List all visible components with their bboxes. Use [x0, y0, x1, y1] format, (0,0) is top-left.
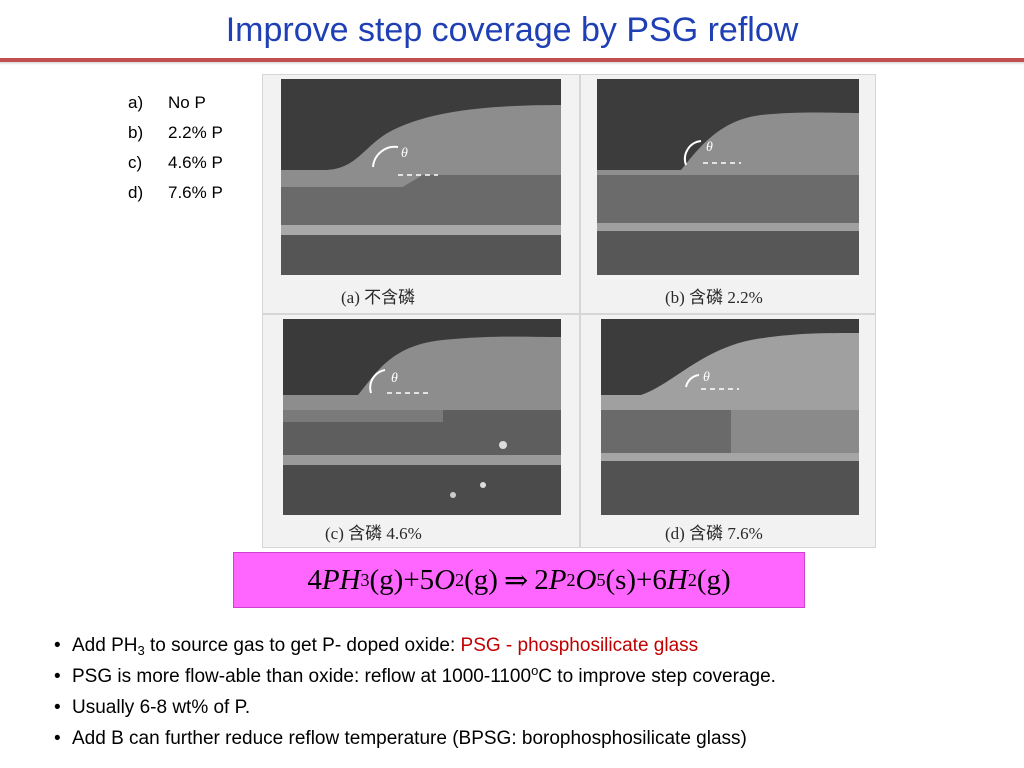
- theta-label: θ: [706, 140, 713, 155]
- equation-term: O: [434, 563, 456, 596]
- highlight-text: PSG - phosphosilicate glass: [460, 635, 699, 656]
- sem-image-c: θ (c) 含磷 4.6%: [262, 314, 580, 548]
- bullet-text: PSG is more flow-able than oxide: reflow…: [72, 666, 532, 687]
- theta-label: θ: [703, 370, 710, 385]
- equation-plus: +: [636, 563, 653, 596]
- sem-image-d: θ (d) 含磷 7.6%: [580, 314, 876, 548]
- equation-term: H: [666, 563, 688, 596]
- bullet-text: Add B can further reduce reflow temperat…: [72, 728, 747, 749]
- equation-phase: (s): [605, 563, 637, 596]
- legend-marker: a): [128, 93, 144, 112]
- bullet-item: Add B can further reduce reflow temperat…: [54, 723, 1014, 754]
- legend-item: c) 4.6% P: [128, 148, 223, 178]
- equation-coefficient: 4: [307, 563, 322, 596]
- legend-item: b) 2.2% P: [128, 118, 223, 148]
- sem-image-a: θ (a) 不含磷: [262, 74, 580, 314]
- equation-coefficient: 2: [534, 563, 549, 596]
- sem-micrograph-d: θ: [601, 319, 859, 515]
- equation-coefficient: 5: [419, 563, 435, 596]
- bullet-text: C to improve step coverage.: [538, 666, 776, 687]
- bullet-text: Add PH: [72, 635, 138, 656]
- bullet-item: Add PH3 to source gas to get P- doped ox…: [54, 630, 1014, 661]
- theta-label: θ: [401, 146, 408, 161]
- theta-label: θ: [391, 371, 398, 386]
- equation-arrow: ⇒: [503, 564, 529, 597]
- bullet-item: PSG is more flow-able than oxide: reflow…: [54, 661, 1014, 692]
- bullet-text: Usually 6-8 wt% of P.: [72, 697, 251, 718]
- legend-text: 2.2% P: [168, 123, 223, 142]
- bullet-superscript: o: [531, 663, 539, 678]
- equation-phase: (g): [369, 563, 404, 596]
- panel-caption: (d) 含磷 7.6%: [665, 524, 763, 543]
- legend-item: d) 7.6% P: [128, 178, 223, 208]
- equation-phase: (g): [696, 563, 731, 596]
- legend-text: 4.6% P: [168, 153, 223, 172]
- title-divider-shadow: [0, 62, 1024, 65]
- equation-plus: +: [403, 563, 420, 596]
- sem-micrograph-a: θ: [281, 79, 561, 275]
- legend-marker: b): [128, 123, 144, 142]
- bullet-text: to source gas to get P- doped oxide:: [144, 635, 461, 656]
- sem-image-b: θ (b) 含磷 2.2%: [580, 74, 876, 314]
- panel-legend: a) No P b) 2.2% P c) 4.6% P d) 7.6% P: [128, 88, 223, 208]
- legend-text: 7.6% P: [168, 183, 223, 202]
- panel-caption: (b) 含磷 2.2%: [665, 288, 763, 307]
- panel-caption: (a) 不含磷: [341, 288, 416, 307]
- legend-text: No P: [168, 93, 206, 112]
- bullet-item: Usually 6-8 wt% of P.: [54, 692, 1014, 723]
- slide-title: Improve step coverage by PSG reflow: [225, 11, 799, 49]
- equation-term: O: [575, 563, 597, 596]
- reaction-equation: 4 PH 3 (g) + 5 O 2 (g) ⇒ 2 P 2 O 5 (s) + 6 H 2 (g): [233, 552, 805, 608]
- bullet-subscript: 3: [137, 643, 145, 658]
- panel-caption: (c) 含磷 4.6%: [325, 524, 422, 543]
- equation-coefficient: 6: [652, 563, 667, 596]
- bullet-list: Add PH3 to source gas to get P- doped ox…: [54, 630, 1014, 754]
- equation-phase: (g): [464, 563, 498, 596]
- legend-item: a) No P: [128, 88, 223, 118]
- title-divider: [0, 58, 1024, 62]
- legend-marker: d): [128, 183, 144, 202]
- legend-marker: c): [128, 153, 143, 172]
- sem-micrograph-b: θ: [597, 79, 859, 275]
- sem-micrograph-c: θ: [283, 319, 561, 515]
- equation-term: PH: [321, 563, 361, 596]
- equation-term: P: [548, 563, 567, 596]
